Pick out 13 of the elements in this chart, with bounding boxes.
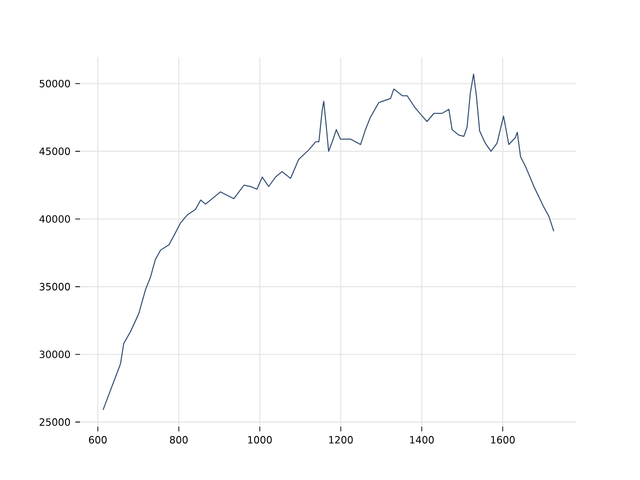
y-tick-label: 45000: [39, 148, 70, 156]
y-tick-label: 40000: [39, 215, 70, 223]
line-series: [102, 74, 554, 410]
y-tick-label: 35000: [40, 282, 70, 290]
x-tick-label: 1600: [491, 436, 515, 444]
y-tick-label: 25000: [40, 418, 70, 426]
x-tick-label: 1200: [329, 436, 353, 444]
x-tick-label: 800: [170, 436, 188, 444]
x-tick-label: 1400: [410, 436, 434, 444]
y-tick-label: 30000: [40, 350, 70, 358]
y-tick-label: 50000: [40, 80, 70, 88]
x-tick-label: 1000: [248, 436, 272, 444]
x-tick-label: 600: [88, 436, 107, 444]
